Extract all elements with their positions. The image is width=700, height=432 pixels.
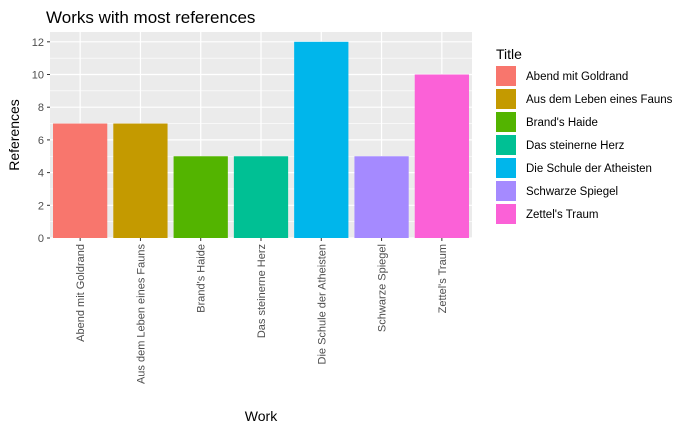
y-tick-label: 0 xyxy=(38,233,44,245)
bar xyxy=(414,74,469,238)
legend-key xyxy=(496,89,516,109)
legend-label: Schwarze Spiegel xyxy=(526,186,618,198)
bar xyxy=(173,156,228,238)
bar xyxy=(113,123,168,238)
legend-label: Abend mit Goldrand xyxy=(526,71,628,83)
legend-key xyxy=(496,135,516,155)
y-tick-label: 12 xyxy=(32,37,44,49)
legend-key xyxy=(496,66,516,86)
x-tick-label: Die Schule der Atheisten xyxy=(316,244,328,364)
x-axis-title: Work xyxy=(245,408,278,424)
y-tick-label: 2 xyxy=(38,200,44,212)
legend-label: Zettel's Traum xyxy=(526,209,599,221)
y-tick-label: 4 xyxy=(38,168,44,180)
bar xyxy=(294,41,349,238)
legend-title: Title xyxy=(496,46,522,62)
legend-label: Das steinerne Herz xyxy=(526,140,625,152)
x-tick-label: Das steinerne Herz xyxy=(256,244,268,338)
y-tick-label: 10 xyxy=(32,70,44,82)
legend-key xyxy=(496,112,516,132)
bar xyxy=(233,156,289,238)
y-axis-title: References xyxy=(6,99,22,171)
bars xyxy=(53,41,469,238)
y-tick-label: 6 xyxy=(38,135,44,147)
bar xyxy=(354,156,409,238)
legend-label: Die Schule der Atheisten xyxy=(526,163,652,175)
x-tick-label: Schwarze Spiegel xyxy=(377,244,389,332)
bar xyxy=(53,123,108,238)
legend-key xyxy=(496,158,516,178)
x-tick-label: Zettel's Traum xyxy=(437,244,449,313)
x-tick-label: Abend mit Goldrand xyxy=(75,244,87,342)
y-tick-label: 8 xyxy=(38,102,44,114)
legend-label: Aus dem Leben eines Fauns xyxy=(526,94,673,106)
chart-title: Works with most references xyxy=(46,8,255,27)
x-tick-label: Aus dem Leben eines Fauns xyxy=(135,244,147,385)
x-tick-label: Brand's Haide xyxy=(196,244,208,313)
legend: Title Abend mit Goldrand Aus dem Leben ei… xyxy=(496,46,673,224)
legend-label: Brand's Haide xyxy=(526,117,598,129)
legend-key xyxy=(496,181,516,201)
x-axis: Abend mit Goldrand Aus dem Leben eines Fa… xyxy=(75,238,449,384)
legend-key xyxy=(496,204,516,224)
y-axis: 0 2 4 6 8 10 12 xyxy=(32,37,50,245)
